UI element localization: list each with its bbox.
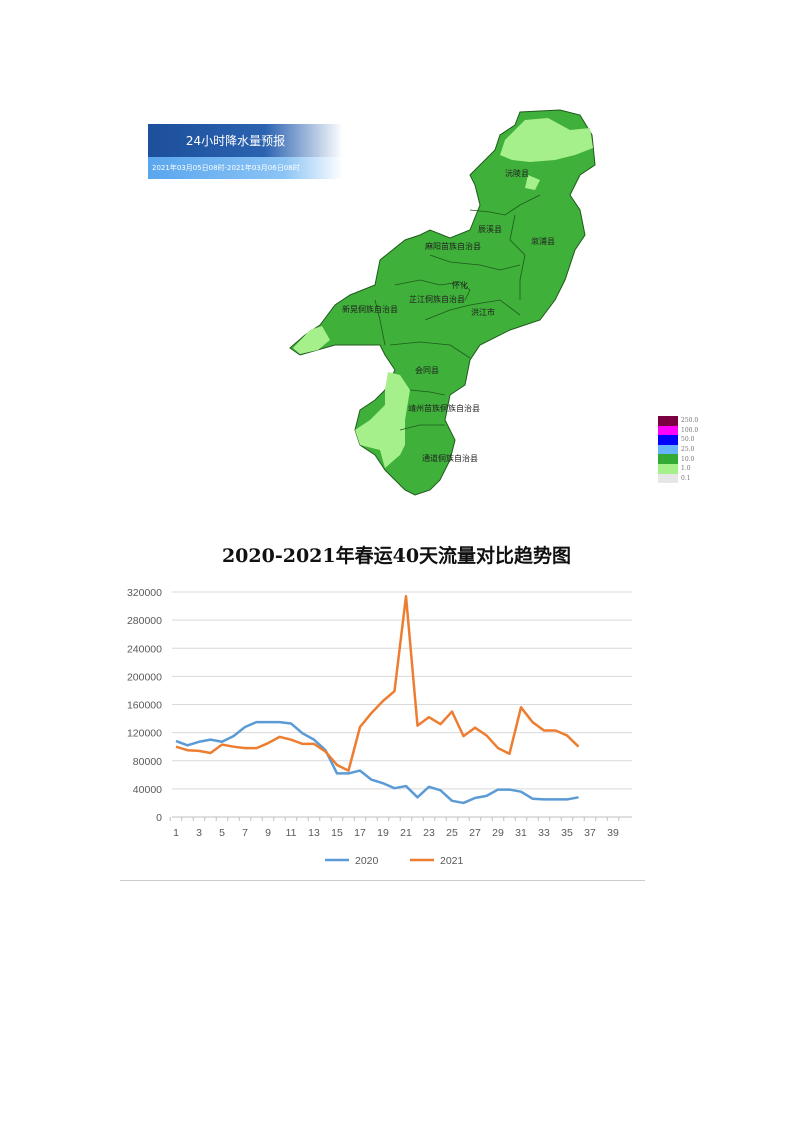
x-tick-label: 29 [492,827,504,839]
y-tick-label: 120000 [127,728,162,740]
legend-item: 10.0 [658,454,698,464]
legend-item: 50.0 [658,435,698,445]
y-tick-label: 280000 [127,615,162,627]
legend-item: 250.0 [658,416,698,426]
legend-label: 1.0 [681,465,691,473]
x-tick-label: 19 [377,827,389,839]
legend-item: 100.0 [658,425,699,436]
x-tick-label: 3 [196,827,202,839]
legend-swatch [658,463,678,474]
legend-label-2021: 2021 [440,855,464,867]
x-tick-label: 33 [538,827,550,839]
y-tick-label: 0 [156,812,162,824]
legend-swatch [658,416,678,426]
legend-label: 0.1 [681,474,691,482]
map-legend: 250.0 100.0 50.0 25.0 10.0 1.0 0.1 [658,416,699,484]
legend-swatch [658,444,678,455]
region-label: 辰溪县 [478,224,502,234]
legend-swatch [658,454,678,464]
region-label: 靖州苗族侗族自治县 [408,403,480,413]
x-tick-label: 21 [400,827,412,839]
x-tick-label: 15 [331,827,343,839]
series-line-2021 [175,594,580,772]
y-tick-label: 320000 [127,587,162,599]
x-tick-label: 5 [219,827,225,839]
region-label: 新晃侗族自治县 [342,304,398,314]
legend-label-2020: 2020 [355,855,379,867]
y-tick-label: 40000 [133,784,162,796]
x-tick-label: 13 [308,827,320,839]
x-tick-label: 27 [469,827,481,839]
legend-label: 25.0 [681,446,695,454]
legend-item: 25.0 [658,444,698,455]
x-tick-label: 31 [515,827,527,839]
light-rain-patch-north [500,118,593,162]
county-borders [374,194,541,431]
y-tick-label: 240000 [127,643,162,655]
y-tick-label: 160000 [127,700,162,712]
light-rain-patch-west [293,326,330,354]
y-tick-label: 80000 [133,756,162,768]
map-period: 2021年03月05日08时-2021年03月06日08时 [148,157,343,179]
legend-swatch [658,473,678,484]
map-title-banner: 24小时降水量预报 2021年03月05日08时-2021年03月06日08时 [148,124,343,180]
x-tick-label: 23 [423,827,435,839]
light-rain-patch-north2 [525,175,540,190]
region-label: 通道侗族自治县 [422,453,478,463]
light-rain-patch-south [355,372,410,468]
y-tick-label: 200000 [127,671,162,683]
legend-label: 50.0 [681,436,695,444]
legend-swatch [658,425,678,436]
map-title: 24小时降水量预报 [148,124,343,157]
x-tick-label: 9 [265,827,271,839]
region-label: 溆浦县 [531,236,555,246]
precipitation-map: 沅陵县 辰溪县 溆浦县 麻阳苗族自治县 怀化 芷江侗族自治县 新晃侗族自治县 洪… [289,109,596,496]
chart-title: 2020-2021年春运40天流量对比趋势图 [221,545,572,567]
legend-swatch [658,435,678,445]
legend-item: 0.1 [658,473,698,484]
region-label: 会同县 [415,365,439,375]
region-label: 沅陵县 [505,168,529,178]
legend-item: 1.0 [658,463,698,474]
region-label: 怀化 [452,280,468,290]
legend-label: 10.0 [681,455,695,463]
legend-label: 250.0 [681,417,699,425]
x-tick-label: 7 [242,827,248,839]
region-label: 麻阳苗族自治县 [425,241,481,251]
x-tick-label: 11 [286,827,297,839]
x-tick-label: 39 [607,827,619,839]
divider [120,880,645,881]
x-tick-label: 1 [173,827,179,839]
x-tick-label: 25 [446,827,458,839]
region-label: 洪江市 [471,307,495,317]
series-line-2020 [175,720,579,805]
x-tick-label: 35 [561,827,573,839]
x-tick-label: 37 [584,827,596,839]
line-chart: 0 40000 80000 120000 160000 200000 240000 28000… [127,587,632,867]
region-label: 芷江侗族自治县 [409,294,465,304]
x-tick-label: 17 [354,827,366,839]
legend-label: 100.0 [681,426,699,434]
